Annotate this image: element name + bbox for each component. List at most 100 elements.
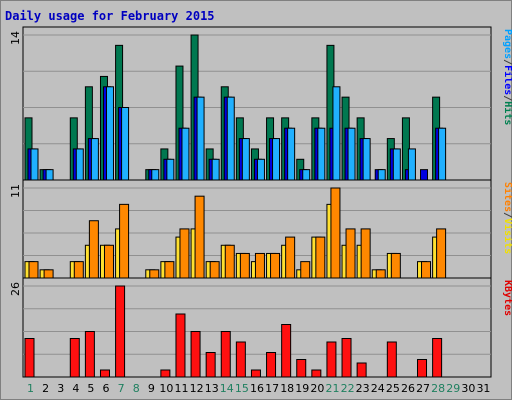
x-tick-day-12: 12 bbox=[190, 382, 204, 395]
panel-kbytes-ymax-label: 26 bbox=[9, 282, 22, 296]
bar-sites-day-5 bbox=[88, 220, 99, 279]
x-tick-day-19: 19 bbox=[295, 382, 309, 395]
bar-sites-day-15 bbox=[239, 252, 250, 279]
x-tick-day-25: 25 bbox=[386, 382, 400, 395]
bar-sites-day-9 bbox=[149, 269, 160, 279]
panel-hits: 14 Pages/Files/Hits bbox=[9, 26, 512, 181]
bar-sites-day-17 bbox=[270, 252, 281, 279]
bar-kbytes-day-12 bbox=[190, 331, 201, 378]
panel-kbytes-legend: KBytes bbox=[502, 280, 512, 316]
bar-sites-day-23 bbox=[360, 228, 371, 279]
x-tick-day-3: 3 bbox=[57, 382, 64, 395]
bar-kbytes-day-5 bbox=[84, 331, 95, 378]
panel-hits-legend: Pages/Files/Hits bbox=[502, 29, 512, 125]
bar-sites-day-10 bbox=[164, 261, 175, 279]
bar-sites-day-25 bbox=[390, 252, 401, 279]
bar-kbytes-day-21 bbox=[326, 341, 337, 378]
bar-kbytes-day-22 bbox=[341, 338, 352, 378]
bar-kbytes-day-13 bbox=[205, 352, 216, 378]
x-tick-day-31: 31 bbox=[476, 382, 490, 395]
x-tick-day-26: 26 bbox=[401, 382, 415, 395]
legend-entry-sep: / bbox=[502, 212, 512, 218]
panel-visits: 11 Sites/Visits bbox=[9, 179, 512, 279]
x-tick-day-5: 5 bbox=[87, 382, 94, 395]
bar-pages-day-18 bbox=[287, 127, 296, 181]
bar-pages-day-14 bbox=[226, 96, 235, 181]
bar-sites-day-6 bbox=[103, 244, 114, 279]
bar-pages-day-2 bbox=[45, 169, 54, 181]
x-tick-day-10: 10 bbox=[159, 382, 173, 395]
x-tick-day-13: 13 bbox=[205, 382, 219, 395]
bar-pages-day-7 bbox=[121, 107, 130, 181]
x-tick-day-24: 24 bbox=[371, 382, 385, 395]
bar-sites-day-27 bbox=[421, 261, 432, 279]
x-tick-day-14: 14 bbox=[220, 382, 234, 395]
bar-kbytes-day-17 bbox=[266, 352, 277, 378]
bar-pages-day-17 bbox=[272, 138, 281, 181]
bar-sites-day-7 bbox=[119, 203, 130, 279]
legend-entry-hits: Hits bbox=[502, 101, 512, 125]
bar-kbytes-day-6 bbox=[99, 369, 110, 378]
x-tick-day-16: 16 bbox=[250, 382, 264, 395]
bar-pages-day-6 bbox=[105, 86, 114, 181]
bar-pages-day-15 bbox=[241, 138, 250, 181]
panel-hits-ymax-label: 14 bbox=[9, 31, 22, 45]
legend-entry-kbytes: KBytes bbox=[502, 280, 512, 316]
bar-files-day-27 bbox=[420, 169, 429, 181]
x-tick-day-27: 27 bbox=[416, 382, 430, 395]
legend-entry-sep: / bbox=[502, 95, 512, 101]
x-tick-day-20: 20 bbox=[310, 382, 324, 395]
bar-pages-day-20 bbox=[317, 127, 326, 181]
panel-kbytes: 26 KBytes bbox=[9, 277, 512, 378]
bar-kbytes-day-20 bbox=[311, 369, 322, 378]
bar-sites-day-21 bbox=[330, 187, 341, 279]
bar-sites-day-13 bbox=[209, 261, 220, 279]
bar-kbytes-day-11 bbox=[175, 313, 186, 378]
bar-kbytes-day-19 bbox=[296, 359, 307, 378]
bar-sites-day-2 bbox=[43, 269, 54, 279]
x-tick-day-6: 6 bbox=[103, 382, 110, 395]
bar-kbytes-day-27 bbox=[417, 359, 428, 378]
x-tick-day-30: 30 bbox=[461, 382, 475, 395]
legend-entry-pages: Pages bbox=[502, 29, 512, 59]
x-tick-day-18: 18 bbox=[280, 382, 294, 395]
bar-pages-day-11 bbox=[181, 127, 190, 181]
legend-entry-files: Files bbox=[502, 65, 512, 95]
bar-sites-day-18 bbox=[285, 236, 296, 279]
bar-kbytes-day-23 bbox=[356, 362, 367, 378]
bar-pages-day-24 bbox=[377, 169, 386, 181]
x-tick-day-22: 22 bbox=[341, 382, 355, 395]
bar-kbytes-day-16 bbox=[250, 369, 261, 378]
legend-entry-sep: / bbox=[502, 59, 512, 65]
bar-sites-day-24 bbox=[375, 269, 386, 279]
x-tick-day-11: 11 bbox=[175, 382, 189, 395]
bar-pages-day-16 bbox=[256, 158, 265, 181]
bar-pages-day-9 bbox=[151, 169, 160, 181]
bar-kbytes-day-1 bbox=[24, 338, 35, 378]
x-tick-day-21: 21 bbox=[325, 382, 339, 395]
x-tick-day-1: 1 bbox=[27, 382, 34, 395]
bar-kbytes-day-25 bbox=[386, 341, 397, 378]
bar-sites-day-20 bbox=[315, 236, 326, 279]
bar-kbytes-day-15 bbox=[235, 341, 246, 378]
bar-pages-day-25 bbox=[392, 148, 401, 181]
panel-visits-legend: Sites/Visits bbox=[502, 182, 512, 254]
bar-pages-day-10 bbox=[166, 158, 175, 181]
x-tick-day-29: 29 bbox=[446, 382, 460, 395]
bar-kbytes-day-18 bbox=[281, 324, 292, 378]
bar-pages-day-1 bbox=[30, 148, 39, 181]
bar-kbytes-day-7 bbox=[115, 285, 126, 378]
x-tick-day-4: 4 bbox=[72, 382, 79, 395]
x-tick-day-28: 28 bbox=[431, 382, 445, 395]
bar-pages-day-12 bbox=[196, 96, 205, 181]
x-tick-day-23: 23 bbox=[356, 382, 370, 395]
bar-kbytes-day-4 bbox=[69, 338, 80, 378]
panel-visits-ymax-label: 11 bbox=[9, 184, 22, 198]
bar-sites-day-14 bbox=[224, 244, 235, 279]
bar-pages-day-19 bbox=[302, 169, 311, 181]
x-tick-day-15: 15 bbox=[235, 382, 249, 395]
panel-kbytes-plot-area bbox=[22, 277, 492, 378]
x-tick-day-17: 17 bbox=[265, 382, 279, 395]
bar-sites-day-22 bbox=[345, 228, 356, 279]
